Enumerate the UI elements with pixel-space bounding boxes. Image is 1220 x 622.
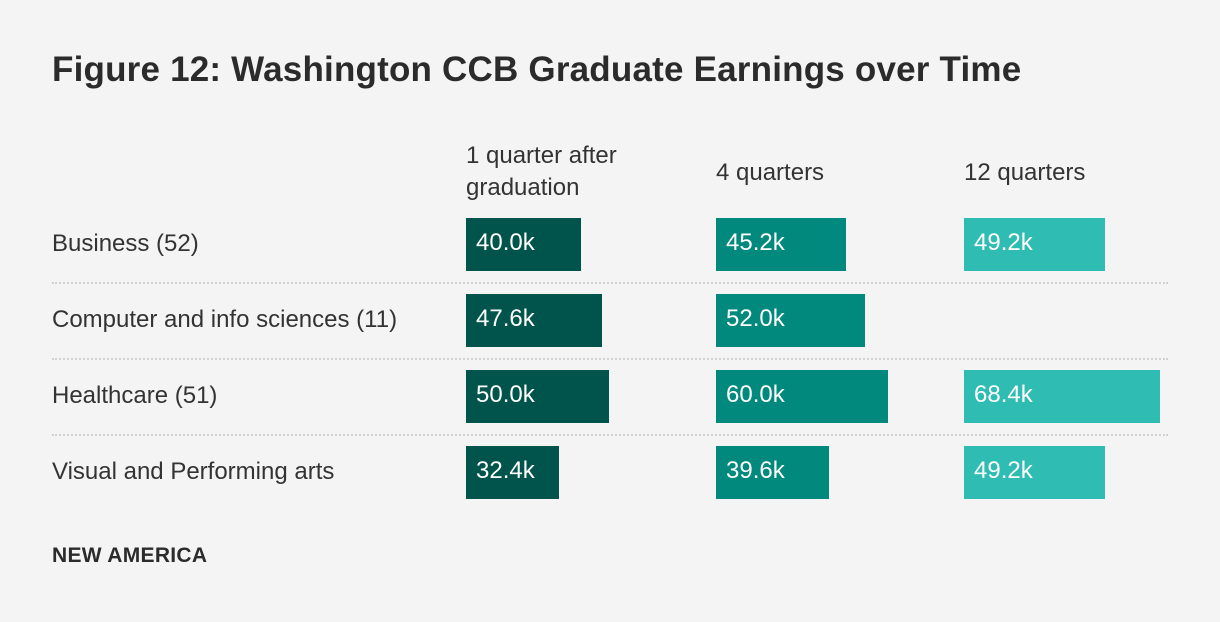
bar-value-label: 52.0k: [716, 294, 865, 347]
bar-value-label: 49.2k: [964, 218, 1105, 271]
column-header-4-quarters: 4 quarters: [716, 159, 825, 186]
bar-value-label: 40.0k: [466, 218, 581, 271]
bar-value-label: 49.2k: [964, 446, 1105, 499]
row-label: Business (52): [52, 230, 199, 257]
bar-value-label: 68.4k: [964, 370, 1160, 423]
bar-value-label: 47.6k: [466, 294, 602, 347]
brand-footer: NEW AMERICA: [52, 544, 208, 567]
row-label: Computer and info sciences (11): [52, 306, 398, 333]
row-divider: [52, 358, 1168, 360]
row-divider: [52, 434, 1168, 436]
bar-value-label: 60.0k: [716, 370, 888, 423]
row-label: Healthcare (51): [52, 382, 218, 409]
bar-value-label: 32.4k: [466, 446, 559, 499]
chart-title: Figure 12: Washington CCB Graduate Earni…: [52, 50, 1022, 89]
row-divider: [52, 282, 1168, 284]
bar-value-label: 45.2k: [716, 218, 846, 271]
row-label: Visual and Performing arts: [52, 458, 335, 485]
column-header-12-quarters: 12 quarters: [964, 159, 1086, 186]
bar-value-label: 50.0k: [466, 370, 609, 423]
column-header-1-quarter: 1 quarter after graduation: [466, 142, 617, 201]
bar-value-label: 39.6k: [716, 446, 829, 499]
